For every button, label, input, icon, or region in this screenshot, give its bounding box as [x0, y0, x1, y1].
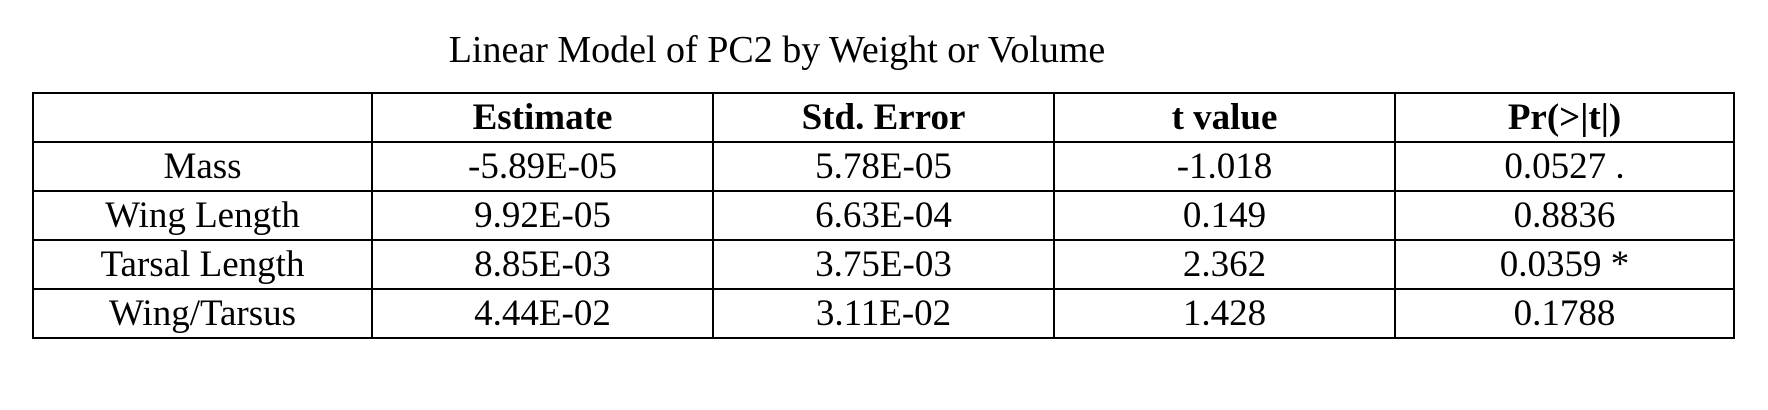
- header-cell-t-value: t value: [1053, 92, 1396, 143]
- cell-t-value: 1.428: [1053, 288, 1396, 339]
- row-label: Wing/Tarsus: [32, 288, 373, 339]
- header-cell-p-value: Pr(>|t|): [1394, 92, 1735, 143]
- table-row: Wing/Tarsus 4.44E-02 3.11E-02 1.428 0.17…: [32, 288, 1735, 339]
- cell-estimate: 4.44E-02: [371, 288, 714, 339]
- cell-std-error: 3.75E-03: [712, 239, 1055, 290]
- row-label: Wing Length: [32, 190, 373, 241]
- row-label: Mass: [32, 141, 373, 192]
- cell-p-value: 0.0527 .: [1394, 141, 1735, 192]
- cell-std-error: 5.78E-05: [712, 141, 1055, 192]
- table-row: Mass -5.89E-05 5.78E-05 -1.018 0.0527 .: [32, 141, 1735, 192]
- cell-estimate: 8.85E-03: [371, 239, 714, 290]
- cell-std-error: 3.11E-02: [712, 288, 1055, 339]
- header-cell-std-error: Std. Error: [712, 92, 1055, 143]
- cell-t-value: 2.362: [1053, 239, 1396, 290]
- cell-p-value: 0.1788: [1394, 288, 1735, 339]
- table-row: Tarsal Length 8.85E-03 3.75E-03 2.362 0.…: [32, 239, 1735, 290]
- cell-estimate: -5.89E-05: [371, 141, 714, 192]
- cell-p-value: 0.0359 *: [1394, 239, 1735, 290]
- cell-estimate: 9.92E-05: [371, 190, 714, 241]
- row-label: Tarsal Length: [32, 239, 373, 290]
- cell-p-value: 0.8836: [1394, 190, 1735, 241]
- cell-t-value: -1.018: [1053, 141, 1396, 192]
- header-cell-estimate: Estimate: [371, 92, 714, 143]
- header-row: Estimate Std. Error t value Pr(>|t|): [32, 92, 1735, 143]
- regression-table: Estimate Std. Error t value Pr(>|t|) Mas…: [32, 92, 1735, 339]
- cell-t-value: 0.149: [1053, 190, 1396, 241]
- header-cell-empty: [32, 92, 373, 143]
- table-row: Wing Length 9.92E-05 6.63E-04 0.149 0.88…: [32, 190, 1735, 241]
- cell-std-error: 6.63E-04: [712, 190, 1055, 241]
- table-caption: Linear Model of PC2 by Weight or Volume: [448, 29, 1106, 71]
